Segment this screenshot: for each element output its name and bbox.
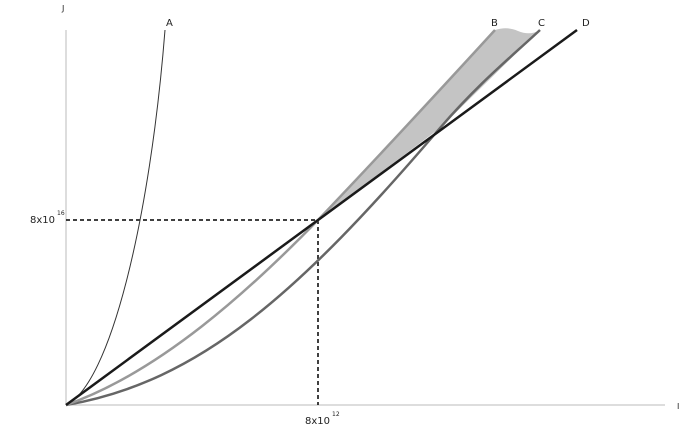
curve-label: D xyxy=(582,18,590,29)
x-marker-base: 8x10 xyxy=(305,416,330,427)
x-axis-label: I xyxy=(677,402,679,411)
curve-label: C xyxy=(538,18,545,29)
curve-c xyxy=(65,29,541,407)
y-marker-exponent: 16 xyxy=(57,210,65,217)
shaded-region xyxy=(318,28,540,220)
x-marker-exponent: 12 xyxy=(332,411,340,418)
curve-d xyxy=(65,28,578,407)
y-marker-base: 8x10 xyxy=(30,215,55,226)
curve-a xyxy=(65,29,166,406)
y-axis-label: J xyxy=(61,4,64,13)
curve-label: B xyxy=(491,18,498,29)
curve-label: A xyxy=(166,18,173,29)
